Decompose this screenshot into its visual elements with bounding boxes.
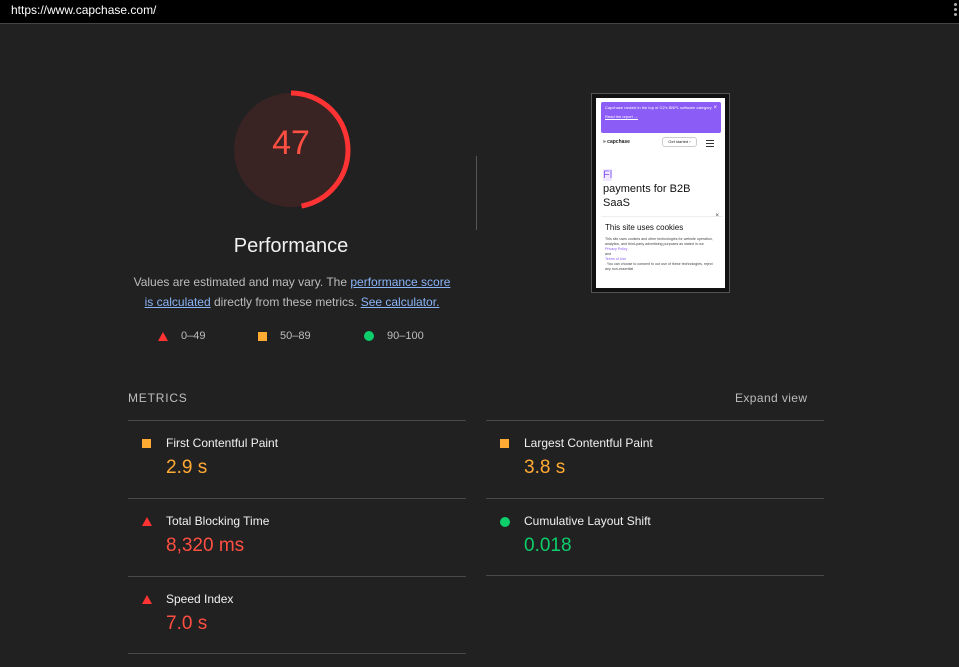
screenshot-page: Capchase ranked in the top of G2's BNPL … xyxy=(596,98,725,288)
headline-highlight: Fl xyxy=(603,169,613,181)
expand-view-button[interactable]: Expand view xyxy=(735,391,808,405)
metric-value: 0.018 xyxy=(524,535,572,556)
metric-name: First Contentful Paint xyxy=(166,436,279,450)
metric-value: 2.9 s xyxy=(166,457,208,478)
metric-total-blocking-time: Total Blocking Time 8,320 ms xyxy=(128,499,458,569)
pass-circle-icon xyxy=(364,331,374,341)
legend-average: 50–89 xyxy=(258,330,311,342)
close-icon: × xyxy=(715,213,719,219)
get-started-button: Get started › xyxy=(662,137,697,147)
cookie-and-text: and xyxy=(605,252,611,256)
pass-circle-icon xyxy=(500,517,510,527)
cookie-title: This site uses cookies xyxy=(605,223,684,232)
divider xyxy=(486,420,824,421)
metrics-heading: METRICS xyxy=(128,391,188,405)
average-square-icon xyxy=(142,439,151,448)
metric-cumulative-layout-shift: Cumulative Layout Shift 0.018 xyxy=(486,499,816,569)
divider xyxy=(128,653,466,654)
legend-fail: 0–49 xyxy=(158,330,205,342)
banner-link: Read the report → xyxy=(605,114,638,119)
final-screenshot[interactable]: Capchase ranked in the top of G2's BNPL … xyxy=(591,93,730,293)
metric-value: 3.8 s xyxy=(524,457,566,478)
divider xyxy=(128,576,466,577)
more-options-icon[interactable] xyxy=(954,3,958,18)
performance-score: 47 xyxy=(272,124,310,162)
terms-of-use-link: Terms of Use xyxy=(605,257,627,261)
close-icon: × xyxy=(713,105,717,111)
average-square-icon xyxy=(500,439,509,448)
description-text-2: directly from these metrics. xyxy=(210,295,361,309)
hamburger-menu-icon xyxy=(706,140,714,149)
divider xyxy=(128,498,466,499)
address-bar[interactable]: https://www.capchase.com/ xyxy=(0,0,959,24)
score-gauge xyxy=(231,90,351,210)
metric-name: Largest Contentful Paint xyxy=(524,436,653,450)
metric-first-contentful-paint: First Contentful Paint 2.9 s xyxy=(128,421,458,491)
cookie-body-text: This site uses cookies and other technol… xyxy=(605,237,713,246)
screenshot-headline: Fl payments for B2B SaaS xyxy=(603,168,713,210)
legend-label: 90–100 xyxy=(387,330,424,342)
metric-name: Speed Index xyxy=(166,592,234,606)
privacy-policy-link: Privacy Policy xyxy=(605,247,628,251)
divider xyxy=(486,498,824,499)
fail-triangle-icon xyxy=(142,517,152,526)
metric-largest-contentful-paint: Largest Contentful Paint 3.8 s xyxy=(486,421,816,491)
fail-triangle-icon xyxy=(142,595,152,604)
screenshot-banner: Capchase ranked in the top of G2's BNPL … xyxy=(601,102,721,133)
description-text-1: Values are estimated and may vary. The xyxy=(133,275,351,289)
legend-pass: 90–100 xyxy=(364,330,424,342)
see-calculator-link[interactable]: See calculator. xyxy=(360,295,440,309)
metric-value: 7.0 s xyxy=(166,613,208,634)
divider xyxy=(476,156,477,230)
cookie-body: This site uses cookies and other technol… xyxy=(605,237,719,272)
performance-score-link[interactable]: performance score is calculated xyxy=(144,275,451,309)
url-text[interactable]: https://www.capchase.com/ xyxy=(11,3,157,17)
cookie-more-text: . You can choose to consent to our use o… xyxy=(605,262,713,271)
metric-name: Cumulative Layout Shift xyxy=(524,514,651,528)
divider xyxy=(128,420,466,421)
headline-text: payments for B2B SaaS xyxy=(603,183,691,209)
capchase-logo: » capchase xyxy=(603,139,630,145)
metric-speed-index: Speed Index 7.0 s xyxy=(128,577,458,647)
metric-name: Total Blocking Time xyxy=(166,514,270,528)
legend-label: 0–49 xyxy=(181,330,206,342)
score-description: Values are estimated and may vary. The p… xyxy=(128,272,456,312)
banner-text: Capchase ranked in the top of G2's BNPL … xyxy=(605,105,712,110)
metric-value: 8,320 ms xyxy=(166,535,245,556)
cookie-dialog: × This site uses cookies This site uses … xyxy=(601,213,723,288)
fail-triangle-icon xyxy=(158,331,168,341)
category-title: Performance xyxy=(233,235,349,257)
average-square-icon xyxy=(258,331,267,341)
divider xyxy=(486,575,824,576)
legend-label: 50–89 xyxy=(280,330,311,342)
